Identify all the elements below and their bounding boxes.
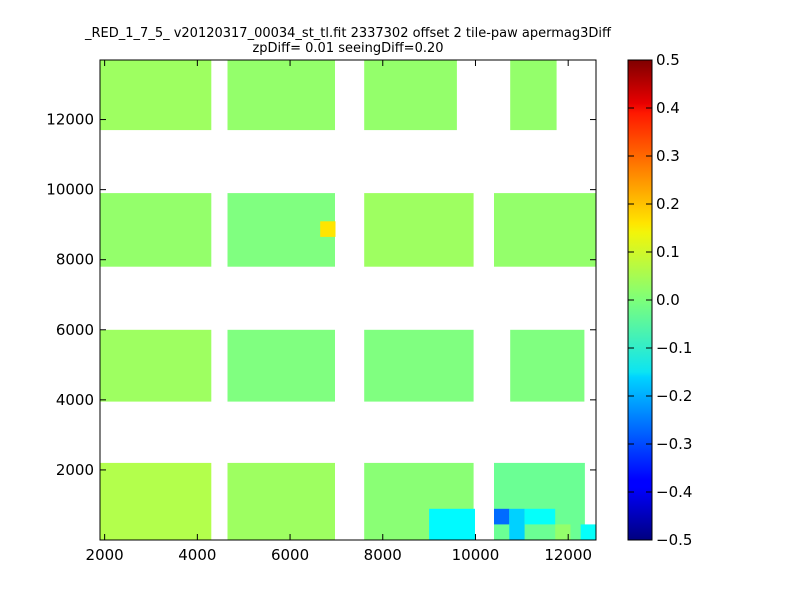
- y-tick-label: 12000: [46, 111, 94, 129]
- heatmap-block: [100, 329, 212, 402]
- heatmap-block: [100, 462, 212, 540]
- heatmap-block: [227, 329, 335, 402]
- colorbar-tick-label: 0.2: [656, 195, 680, 213]
- colorbar-tick-label: −0.3: [656, 435, 692, 453]
- heatmap-block: [364, 193, 474, 267]
- x-tick-label: 4000: [178, 546, 216, 564]
- colorbar-tick-label: 0.4: [656, 99, 680, 117]
- y-tick-label: 2000: [56, 461, 94, 479]
- heatmap-block: [100, 60, 212, 131]
- heatmap-cell: [524, 508, 556, 525]
- heatmap-block: [227, 462, 335, 540]
- heatmap-block: [364, 329, 474, 402]
- x-tick-label: 12000: [544, 546, 592, 564]
- y-axis: 2000 4000 6000 8000 10000 12000: [46, 111, 596, 479]
- x-tick-label: 2000: [86, 546, 124, 564]
- colorbar-tick-label: 0.0: [656, 291, 680, 309]
- heatmap-cells: [100, 60, 596, 540]
- x-tick-label: 6000: [271, 546, 309, 564]
- colorbar-tick-label: −0.1: [656, 339, 692, 357]
- heatmap-cell: [509, 508, 525, 540]
- heatmap-cell: [429, 508, 475, 540]
- plot-frame: [99, 59, 597, 541]
- chart-title-line1: _RED_1_7_5_ v20120317_00034_st_tl.fit 23…: [84, 26, 612, 41]
- y-tick-label: 10000: [46, 181, 94, 199]
- x-axis: 2000 4000 6000 8000 10000 12000: [86, 60, 592, 564]
- heatmap-cell: [320, 221, 336, 237]
- heatmap-block: [510, 60, 557, 131]
- y-tick-label: 8000: [56, 251, 94, 269]
- colorbar: 0.5 0.4 0.3 0.2 0.1 0.0 −0.1 −0.2 −0.3 −0.4 −0.5: [627, 51, 692, 549]
- heatmap-block: [227, 60, 335, 131]
- y-tick-label: 4000: [56, 391, 94, 409]
- colorbar-tick-label: 0.5: [656, 51, 680, 69]
- heatmap-cell: [494, 508, 510, 525]
- heatmap-block: [100, 193, 212, 267]
- colorbar-ticks: 0.5 0.4 0.3 0.2 0.1 0.0 −0.1 −0.2 −0.3 −0.4 −0.5: [628, 51, 692, 549]
- colorbar-tick-label: −0.5: [656, 531, 692, 549]
- heatmap-block: [364, 60, 457, 131]
- y-tick-label: 6000: [56, 321, 94, 339]
- x-tick-label: 8000: [364, 546, 402, 564]
- colorbar-tick-label: 0.1: [656, 243, 680, 261]
- heatmap-block: [510, 329, 585, 402]
- heatmap-cell: [555, 524, 571, 540]
- heatmap-block: [227, 193, 335, 267]
- heatmap-cell: [580, 524, 596, 540]
- heatmap-block: [494, 462, 585, 540]
- colorbar-tick-label: −0.2: [656, 387, 692, 405]
- heatmap-block: [494, 193, 596, 267]
- colorbar-tick-label: 0.3: [656, 147, 680, 165]
- x-tick-label: 10000: [452, 546, 500, 564]
- colorbar-tick-label: −0.4: [656, 483, 692, 501]
- chart-title-line2: zpDiff= 0.01 seeingDiff=0.20: [252, 41, 443, 56]
- plot-area: 2000 4000 6000 8000 10000 12000 2000 4000 6000 8…: [46, 59, 597, 564]
